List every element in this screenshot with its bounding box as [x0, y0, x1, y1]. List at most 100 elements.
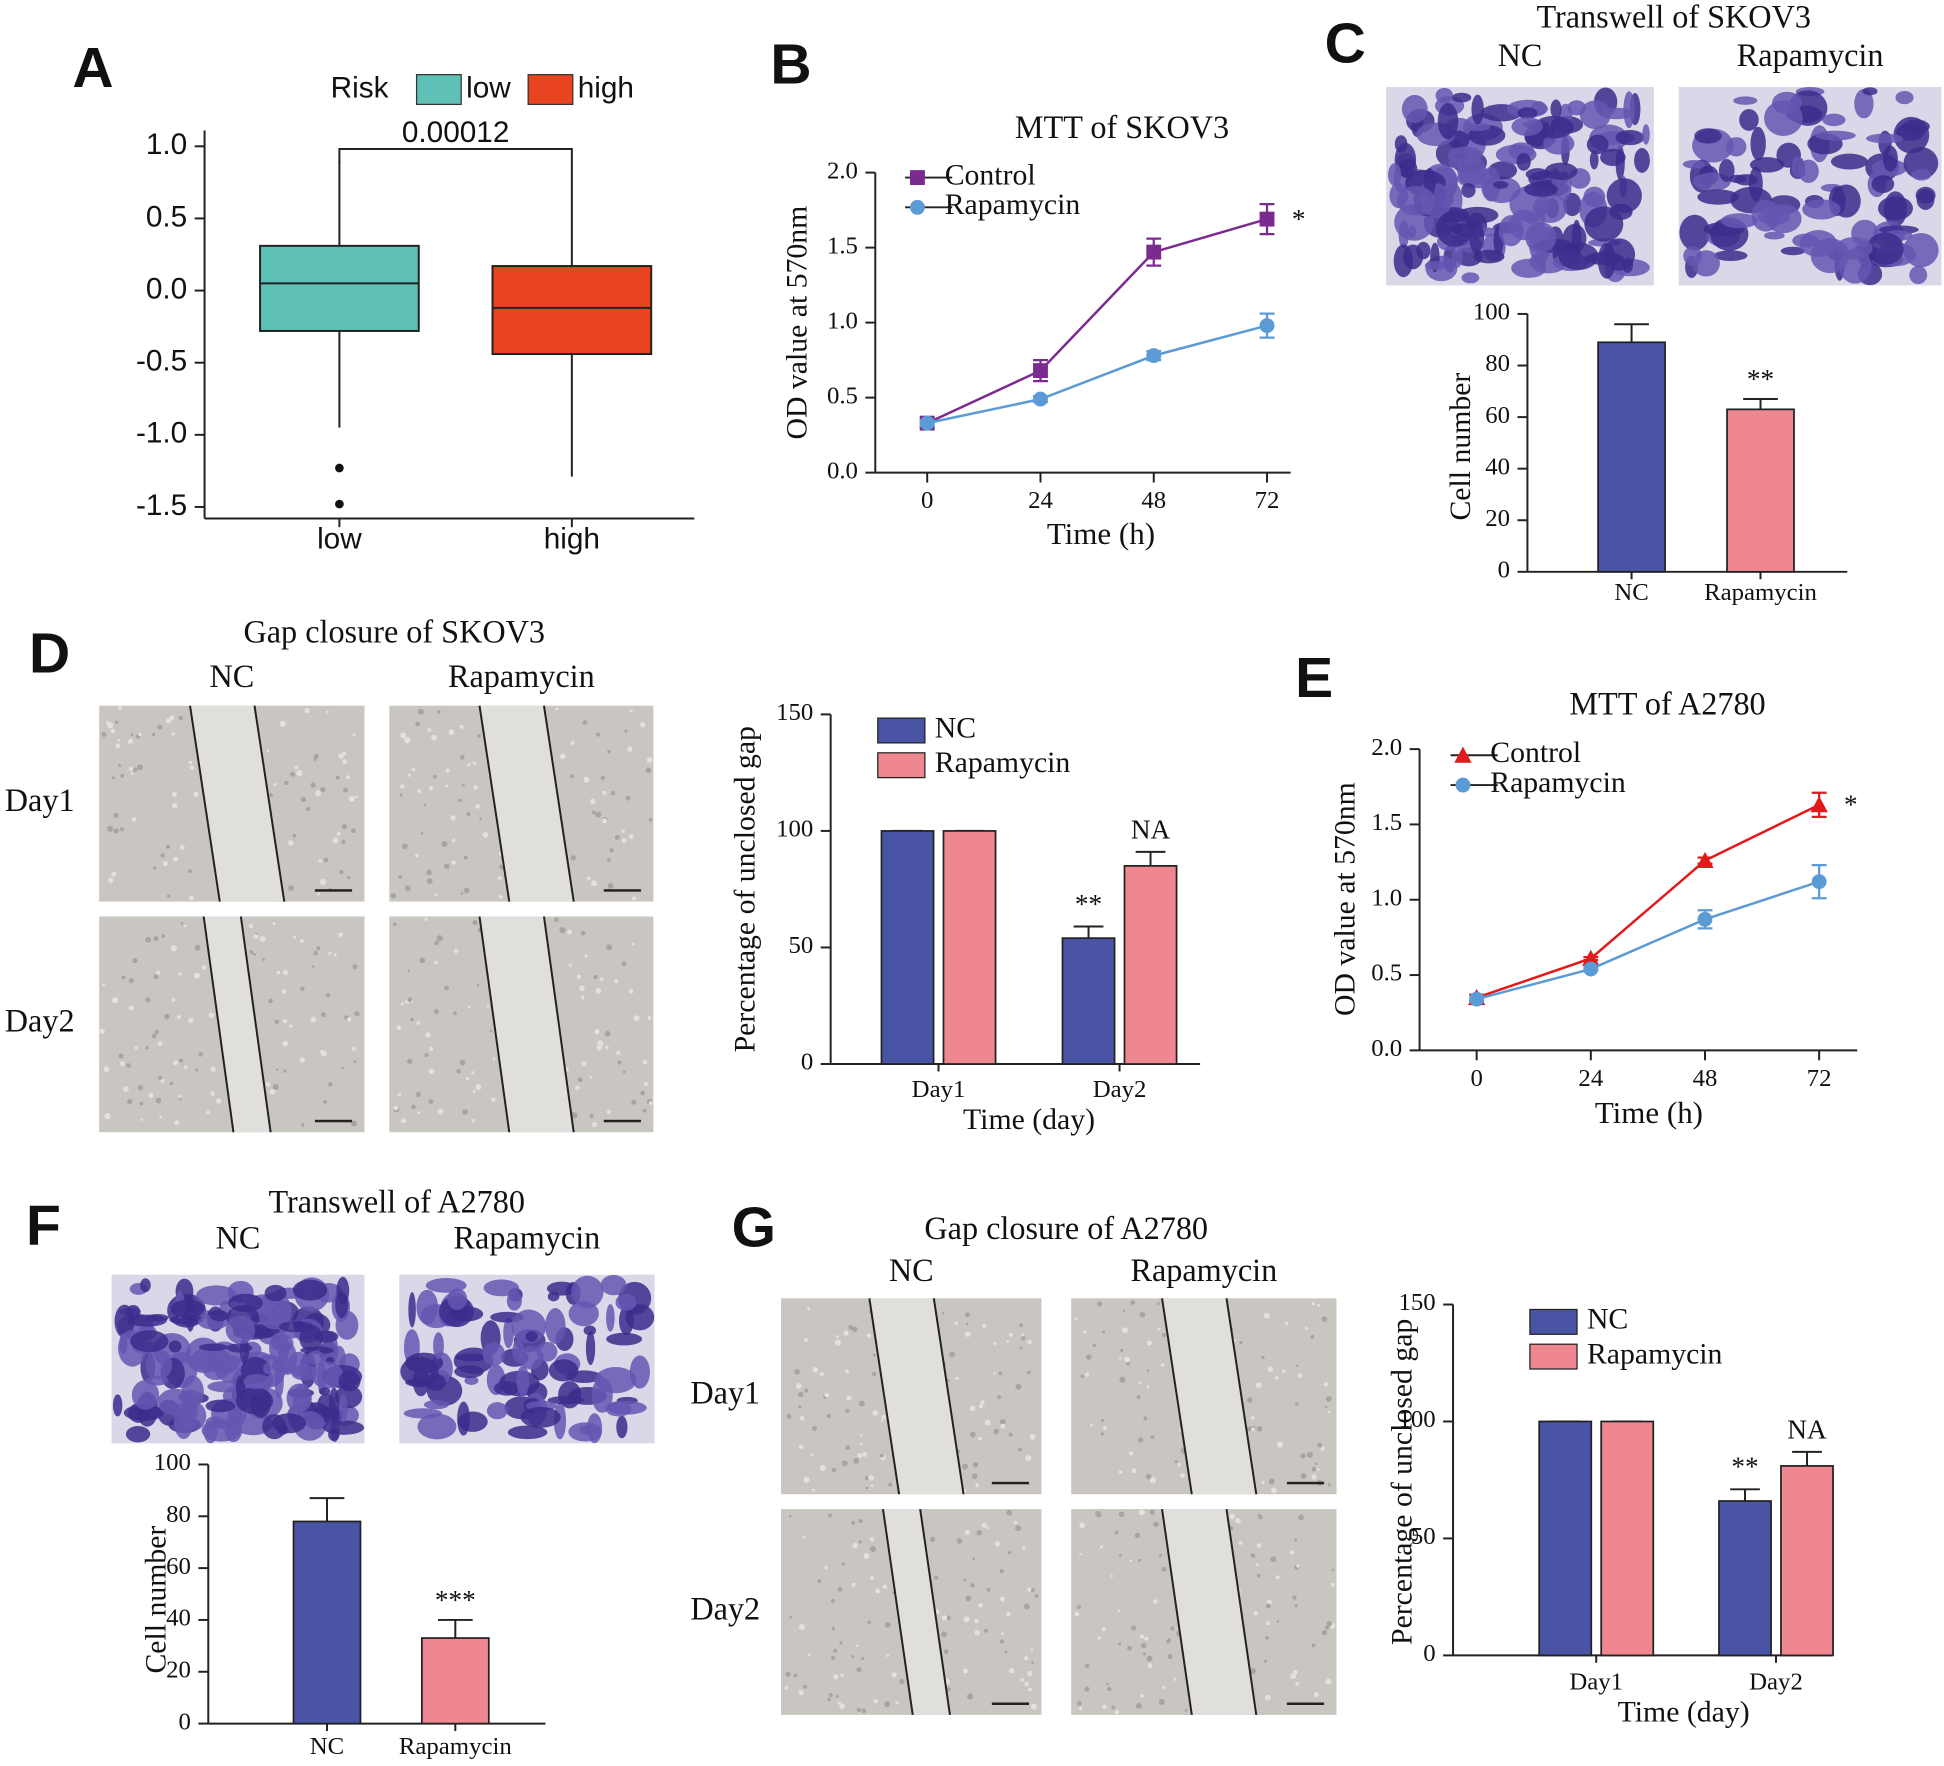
cell-texture — [178, 1058, 184, 1063]
y-tick-label: 20 — [166, 1656, 191, 1683]
cell-texture — [851, 1655, 855, 1659]
cell-texture — [189, 765, 195, 770]
cell-texture — [1021, 1333, 1025, 1337]
wound-gap — [479, 916, 574, 1133]
cell-texture — [404, 885, 411, 892]
stained-cells — [263, 1363, 272, 1375]
cell-texture — [819, 1372, 824, 1377]
legend-swatch — [415, 74, 462, 106]
cell-texture — [1022, 1546, 1026, 1550]
cell-texture — [131, 817, 137, 822]
cell-texture — [336, 831, 341, 836]
cell-texture — [354, 1011, 360, 1017]
scale-bar — [603, 889, 641, 892]
cell-texture — [319, 1049, 325, 1055]
stained-cells — [1586, 134, 1609, 155]
stained-cells — [1550, 99, 1562, 119]
cell-texture — [417, 1111, 421, 1115]
stained-cells — [1533, 115, 1574, 139]
cell-texture — [946, 1687, 951, 1692]
stained-cells — [454, 1365, 484, 1379]
stained-cells — [1791, 156, 1806, 178]
stained-cells — [423, 1400, 450, 1410]
wound-gap — [869, 1298, 964, 1495]
cell-texture — [184, 924, 187, 928]
significance-label: *** — [435, 1585, 476, 1615]
legend-swatch — [877, 717, 926, 744]
cell-texture — [102, 983, 106, 987]
cell-texture — [606, 1109, 612, 1115]
stained-cells — [1802, 199, 1841, 220]
cell-texture — [323, 857, 329, 863]
stained-cells — [264, 1284, 287, 1302]
cell-texture — [817, 1579, 822, 1583]
cell-texture — [347, 1017, 352, 1022]
x-tick-label: 72 — [1807, 1065, 1832, 1092]
cell-texture — [999, 1596, 1005, 1602]
cell-texture — [643, 1081, 649, 1086]
cell-texture — [284, 780, 289, 786]
cell-texture — [1258, 1515, 1263, 1520]
cell-texture — [1300, 1453, 1306, 1459]
cell-texture — [569, 774, 574, 779]
cell-texture — [798, 1405, 802, 1409]
cell-texture — [335, 775, 340, 780]
wound-gap — [203, 916, 271, 1133]
cell-texture — [1149, 1509, 1155, 1515]
cell-texture — [269, 793, 273, 797]
cell-texture — [1092, 1343, 1097, 1348]
cell-texture — [610, 790, 616, 796]
stained-cells — [195, 1285, 237, 1306]
cell-texture — [160, 1078, 165, 1083]
cell-texture — [1311, 1466, 1317, 1472]
stained-cells — [170, 1299, 205, 1319]
cell-texture — [1008, 1332, 1013, 1337]
cell-texture — [491, 1097, 496, 1102]
cell-texture — [282, 1040, 288, 1047]
cell-texture — [424, 1053, 429, 1057]
cell-texture — [473, 785, 478, 790]
cell-texture — [417, 789, 422, 794]
x-tick-label: NC — [310, 1733, 344, 1760]
bar — [1726, 408, 1795, 573]
stained-cells — [1511, 258, 1547, 278]
y-tick-label: 0.0 — [1371, 1035, 1402, 1062]
cell-texture — [162, 861, 168, 867]
cell-texture — [117, 738, 121, 742]
cell-texture — [589, 1075, 593, 1079]
stained-cells — [328, 1387, 340, 1423]
bar — [420, 1637, 490, 1725]
cell-texture — [300, 796, 307, 803]
cell-texture — [873, 1698, 879, 1704]
cell-texture — [1131, 1468, 1137, 1474]
cell-texture — [798, 1689, 804, 1696]
stained-cells — [1493, 181, 1509, 189]
cell-texture — [1156, 1302, 1160, 1306]
stained-cells — [130, 1330, 169, 1353]
x-tick-label: high — [544, 523, 600, 556]
cell-texture — [1330, 1582, 1335, 1587]
cell-texture — [835, 1694, 839, 1698]
x-axis-label: Time (day) — [1618, 1696, 1750, 1729]
stained-cells — [536, 1341, 558, 1362]
cell-texture — [870, 1484, 874, 1488]
y-tick-label: -1.5 — [136, 489, 187, 522]
cell-texture — [1285, 1321, 1289, 1326]
cell-texture — [645, 767, 652, 774]
cell-texture — [173, 856, 179, 862]
scale-bar — [1286, 1702, 1325, 1705]
y-tick-label: -1.0 — [136, 417, 187, 450]
stained-cells — [520, 1406, 561, 1428]
cell-texture — [338, 753, 344, 759]
cell-texture — [1019, 1346, 1023, 1350]
cell-texture — [1028, 1687, 1032, 1692]
cell-texture — [328, 1082, 333, 1087]
cell-texture — [869, 1537, 875, 1542]
cell-texture — [249, 950, 254, 955]
cell-texture — [1314, 1462, 1318, 1465]
wound-gap — [1162, 1509, 1257, 1715]
cell-texture — [1006, 1509, 1013, 1516]
cell-texture — [174, 1120, 180, 1126]
cell-texture — [215, 1098, 222, 1104]
cell-texture — [833, 1674, 839, 1680]
